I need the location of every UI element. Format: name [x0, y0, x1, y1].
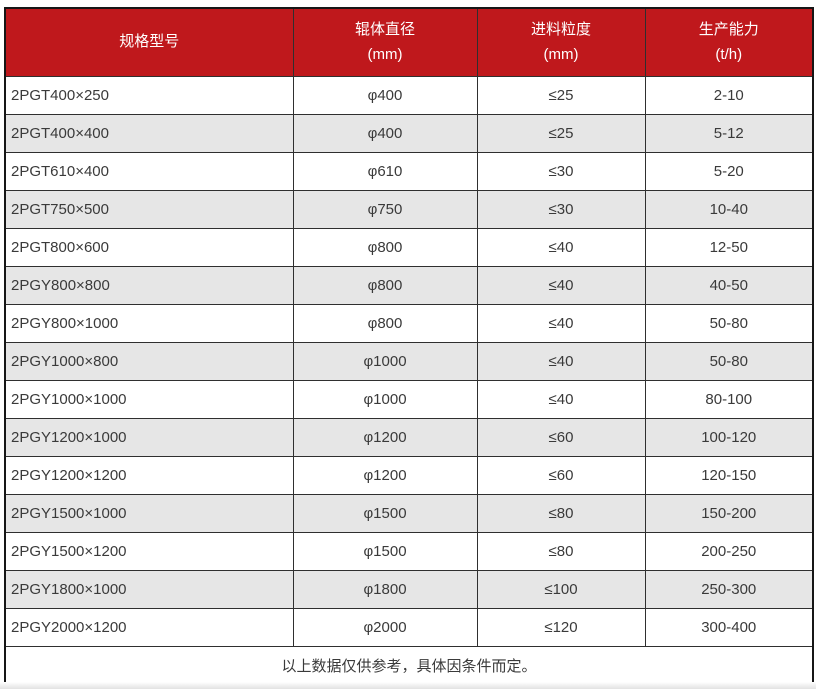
column-header-capacity: 生产能力 (t/h) — [644, 7, 814, 77]
cell-model: 2PGY1500×1000 — [4, 493, 294, 533]
table-row: 2PGY1000×1000 φ1000 ≤40 80-100 — [4, 379, 814, 419]
cell-roller-diameter: φ800 — [292, 303, 478, 343]
cell-capacity: 5-20 — [644, 151, 814, 191]
cell-capacity: 300-400 — [644, 607, 814, 647]
cell-model: 2PGT610×400 — [4, 151, 294, 191]
cell-capacity: 12-50 — [644, 227, 814, 267]
column-header-roller-diameter-unit: (mm) — [367, 46, 403, 64]
column-header-feed-size-unit: (mm) — [543, 46, 579, 64]
table-row: 2PGT800×600 φ800 ≤40 12-50 — [4, 227, 814, 267]
column-header-feed-size: 进料粒度 (mm) — [476, 7, 646, 77]
cell-feed-size: ≤60 — [476, 417, 646, 457]
column-header-capacity-unit: (t/h) — [715, 46, 743, 64]
footer-row: 以上数据仅供参考，具体因条件而定。 — [4, 645, 814, 687]
cell-feed-size: ≤40 — [476, 227, 646, 267]
table-row: 2PGY1800×1000 φ1800 ≤100 250-300 — [4, 569, 814, 609]
cell-model: 2PGT400×400 — [4, 113, 294, 153]
column-header-roller-diameter: 辊体直径 (mm) — [292, 7, 478, 77]
cell-model: 2PGT400×250 — [4, 75, 294, 115]
cell-model: 2PGY1500×1200 — [4, 531, 294, 571]
page-bottom-shadow — [0, 682, 816, 689]
cell-roller-diameter: φ1500 — [292, 531, 478, 571]
table-footnote: 以上数据仅供参考，具体因条件而定。 — [4, 645, 814, 687]
cell-model: 2PGY800×1000 — [4, 303, 294, 343]
table-row: 2PGT750×500 φ750 ≤30 10-40 — [4, 189, 814, 229]
cell-roller-diameter: φ2000 — [292, 607, 478, 647]
cell-model: 2PGY1200×1000 — [4, 417, 294, 457]
column-header-model: 规格型号 — [4, 7, 294, 77]
cell-capacity: 250-300 — [644, 569, 814, 609]
table-row: 2PGY1200×1000 φ1200 ≤60 100-120 — [4, 417, 814, 457]
cell-feed-size: ≤120 — [476, 607, 646, 647]
cell-capacity: 2-10 — [644, 75, 814, 115]
table-row: 2PGY1500×1200 φ1500 ≤80 200-250 — [4, 531, 814, 571]
cell-feed-size: ≤60 — [476, 455, 646, 495]
cell-feed-size: ≤30 — [476, 189, 646, 229]
cell-capacity: 50-80 — [644, 341, 814, 381]
column-header-model-label: 规格型号 — [119, 33, 180, 51]
table-body: 2PGT400×250 φ400 ≤25 2-10 2PGT400×400 φ400 ≤25… — [4, 75, 814, 647]
table-row: 2PGT610×400 φ610 ≤30 5-20 — [4, 151, 814, 191]
cell-feed-size: ≤30 — [476, 151, 646, 191]
cell-roller-diameter: φ1000 — [292, 341, 478, 381]
cell-model: 2PGY800×800 — [4, 265, 294, 305]
table-row: 2PGY800×1000 φ800 ≤40 50-80 — [4, 303, 814, 343]
table-row: 2PGY1200×1200 φ1200 ≤60 120-150 — [4, 455, 814, 495]
cell-roller-diameter: φ800 — [292, 265, 478, 305]
cell-roller-diameter: φ1500 — [292, 493, 478, 533]
cell-roller-diameter: φ610 — [292, 151, 478, 191]
column-header-capacity-label: 生产能力 — [698, 21, 759, 39]
specs-table-container: 规格型号 辊体直径 (mm) 进料粒度 (mm) 生产能力 (t/h) 2PGT… — [4, 7, 814, 687]
cell-model: 2PGT800×600 — [4, 227, 294, 267]
table-row: 2PGY1000×800 φ1000 ≤40 50-80 — [4, 341, 814, 381]
cell-capacity: 150-200 — [644, 493, 814, 533]
cell-feed-size: ≤25 — [476, 75, 646, 115]
table-row: 2PGY1500×1000 φ1500 ≤80 150-200 — [4, 493, 814, 533]
cell-capacity: 10-40 — [644, 189, 814, 229]
cell-roller-diameter: φ750 — [292, 189, 478, 229]
cell-capacity: 40-50 — [644, 265, 814, 305]
cell-model: 2PGY1800×1000 — [4, 569, 294, 609]
cell-roller-diameter: φ1200 — [292, 455, 478, 495]
cell-feed-size: ≤40 — [476, 265, 646, 305]
cell-roller-diameter: φ800 — [292, 227, 478, 267]
cell-model: 2PGY1200×1200 — [4, 455, 294, 495]
specs-table: 规格型号 辊体直径 (mm) 进料粒度 (mm) 生产能力 (t/h) 2PGT… — [4, 7, 814, 687]
cell-model: 2PGT750×500 — [4, 189, 294, 229]
cell-capacity: 5-12 — [644, 113, 814, 153]
table-header: 规格型号 辊体直径 (mm) 进料粒度 (mm) 生产能力 (t/h) — [4, 7, 814, 77]
table-row: 2PGY2000×1200 φ2000 ≤120 300-400 — [4, 607, 814, 647]
cell-roller-diameter: φ1000 — [292, 379, 478, 419]
column-header-feed-size-label: 进料粒度 — [530, 21, 591, 39]
cell-model: 2PGY1000×800 — [4, 341, 294, 381]
cell-roller-diameter: φ1800 — [292, 569, 478, 609]
cell-roller-diameter: φ400 — [292, 75, 478, 115]
cell-feed-size: ≤25 — [476, 113, 646, 153]
cell-capacity: 200-250 — [644, 531, 814, 571]
column-header-roller-diameter-label: 辊体直径 — [354, 21, 415, 39]
table-row: 2PGT400×400 φ400 ≤25 5-12 — [4, 113, 814, 153]
table-row: 2PGY800×800 φ800 ≤40 40-50 — [4, 265, 814, 305]
cell-feed-size: ≤40 — [476, 379, 646, 419]
cell-capacity: 80-100 — [644, 379, 814, 419]
cell-capacity: 100-120 — [644, 417, 814, 457]
cell-feed-size: ≤100 — [476, 569, 646, 609]
cell-model: 2PGY1000×1000 — [4, 379, 294, 419]
cell-capacity: 120-150 — [644, 455, 814, 495]
cell-capacity: 50-80 — [644, 303, 814, 343]
cell-feed-size: ≤80 — [476, 493, 646, 533]
cell-model: 2PGY2000×1200 — [4, 607, 294, 647]
table-footer: 以上数据仅供参考，具体因条件而定。 — [4, 645, 814, 687]
header-row: 规格型号 辊体直径 (mm) 进料粒度 (mm) 生产能力 (t/h) — [4, 7, 814, 77]
cell-roller-diameter: φ1200 — [292, 417, 478, 457]
cell-feed-size: ≤40 — [476, 303, 646, 343]
cell-feed-size: ≤40 — [476, 341, 646, 381]
table-row: 2PGT400×250 φ400 ≤25 2-10 — [4, 75, 814, 115]
cell-roller-diameter: φ400 — [292, 113, 478, 153]
cell-feed-size: ≤80 — [476, 531, 646, 571]
